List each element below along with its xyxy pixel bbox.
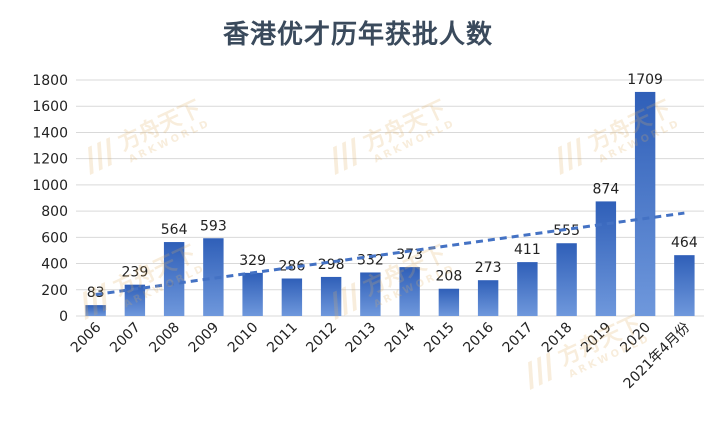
x-tick-label: 2011 — [264, 320, 301, 357]
bar — [595, 201, 617, 316]
x-tick-label: 2017 — [500, 320, 537, 357]
bar — [281, 278, 303, 316]
bar — [438, 288, 460, 316]
x-tick-label: 2009 — [186, 320, 223, 357]
bar — [360, 272, 381, 316]
x-tick-label: 2006 — [68, 319, 105, 356]
x-tick-label: 2007 — [107, 320, 144, 357]
trendline — [95, 211, 685, 297]
bar — [399, 267, 420, 316]
bar — [477, 280, 499, 316]
data-label: 555 — [553, 223, 580, 239]
bar — [320, 276, 342, 316]
x-tick-label: 2016 — [460, 319, 497, 356]
x-tick-label: 2008 — [146, 320, 183, 357]
y-tick-label: 200 — [41, 283, 68, 299]
y-tick-label: 1000 — [32, 178, 68, 194]
data-label: 208 — [436, 269, 463, 285]
y-tick-label: 0 — [59, 309, 68, 325]
y-tick-label: 1800 — [32, 73, 68, 89]
x-tick-label: 2014 — [382, 319, 419, 356]
x-tick-label: 2015 — [421, 320, 458, 357]
data-label: 239 — [122, 265, 149, 281]
data-label: 564 — [161, 222, 188, 238]
data-label: 464 — [671, 235, 698, 251]
data-label: 298 — [318, 257, 345, 273]
x-tick-label: 2013 — [343, 320, 380, 357]
data-label: 332 — [357, 252, 384, 268]
data-label: 874 — [593, 181, 620, 197]
y-tick-label: 800 — [41, 204, 68, 220]
bar — [556, 243, 577, 316]
bar — [242, 272, 263, 316]
data-label: 273 — [475, 260, 502, 276]
bar — [85, 305, 106, 316]
data-label: 373 — [396, 247, 423, 263]
data-label: 593 — [200, 218, 227, 234]
y-tick-label: 600 — [41, 230, 68, 246]
y-tick-label: 400 — [41, 257, 68, 273]
y-tick-label: 1600 — [32, 99, 68, 115]
data-label: 411 — [514, 242, 541, 258]
bar — [674, 255, 695, 316]
bar — [517, 262, 538, 316]
data-label: 1709 — [627, 72, 663, 88]
chart-title: 香港优才历年获批人数 — [222, 20, 493, 50]
x-tick-label: 2012 — [303, 320, 340, 357]
x-tick-label: 2010 — [225, 320, 262, 357]
bar — [163, 242, 185, 316]
bar — [634, 91, 656, 316]
y-tick-label: 1400 — [32, 125, 68, 141]
bar — [203, 238, 224, 316]
data-label: 329 — [239, 253, 266, 269]
bar — [124, 284, 146, 316]
y-tick-label: 1200 — [32, 152, 68, 168]
